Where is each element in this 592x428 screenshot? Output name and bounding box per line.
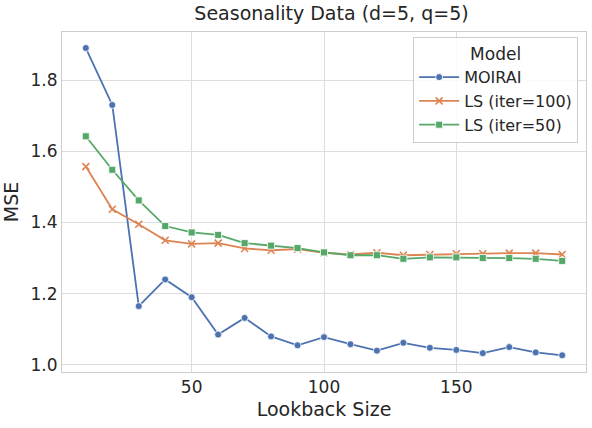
- svg-text:50: 50: [181, 377, 203, 397]
- svg-text:LS (iter=100): LS (iter=100): [464, 92, 572, 111]
- svg-text:Model: Model: [470, 44, 521, 64]
- svg-text:1.0: 1.0: [31, 355, 58, 375]
- svg-text:100: 100: [308, 377, 340, 397]
- svg-text:1.6: 1.6: [31, 141, 58, 161]
- svg-text:Seasonality Data (d=5, q=5): Seasonality Data (d=5, q=5): [194, 2, 468, 24]
- svg-text:LS (iter=50): LS (iter=50): [464, 116, 562, 135]
- svg-text:1.2: 1.2: [31, 284, 58, 304]
- svg-text:150: 150: [440, 377, 472, 397]
- svg-text:MSE: MSE: [0, 182, 22, 222]
- svg-text:Lookback Size: Lookback Size: [257, 398, 392, 420]
- svg-text:1.8: 1.8: [31, 70, 58, 90]
- svg-text:MOIRAI: MOIRAI: [464, 68, 521, 87]
- svg-text:1.4: 1.4: [31, 212, 58, 232]
